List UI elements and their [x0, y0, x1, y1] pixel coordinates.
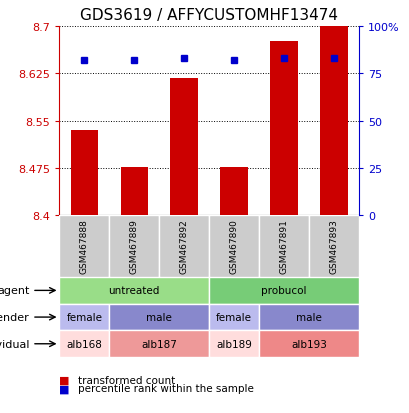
- Bar: [220, 167, 247, 216]
- Text: GSM467892: GSM467892: [179, 219, 188, 273]
- Text: transformed count: transformed count: [78, 375, 175, 385]
- FancyBboxPatch shape: [209, 216, 258, 278]
- FancyBboxPatch shape: [59, 304, 109, 331]
- Text: GSM467889: GSM467889: [130, 219, 138, 273]
- FancyBboxPatch shape: [109, 304, 209, 331]
- Text: individual: individual: [0, 339, 29, 349]
- Text: agent: agent: [0, 286, 29, 296]
- Text: percentile rank within the sample: percentile rank within the sample: [78, 383, 253, 393]
- FancyBboxPatch shape: [109, 331, 209, 357]
- Bar: [319, 27, 347, 216]
- Text: GSM467888: GSM467888: [80, 219, 89, 273]
- Text: male: male: [146, 312, 172, 322]
- Title: GDS3619 / AFFYCUSTOMHF13474: GDS3619 / AFFYCUSTOMHF13474: [80, 8, 337, 23]
- Text: GSM467890: GSM467890: [229, 219, 238, 273]
- Text: alb187: alb187: [141, 339, 177, 349]
- Text: alb189: alb189: [216, 339, 252, 349]
- Text: GSM467891: GSM467891: [279, 219, 288, 273]
- FancyBboxPatch shape: [109, 216, 159, 278]
- Text: probucol: probucol: [261, 286, 306, 296]
- Text: female: female: [66, 312, 102, 322]
- FancyBboxPatch shape: [59, 331, 109, 357]
- Text: ■: ■: [59, 375, 70, 385]
- Text: untreated: untreated: [108, 286, 160, 296]
- FancyBboxPatch shape: [258, 304, 358, 331]
- Text: GSM467893: GSM467893: [328, 219, 337, 273]
- Text: gender: gender: [0, 312, 29, 322]
- Text: female: female: [216, 312, 252, 322]
- Text: ■: ■: [59, 383, 70, 393]
- FancyBboxPatch shape: [258, 331, 358, 357]
- FancyBboxPatch shape: [59, 216, 109, 278]
- FancyBboxPatch shape: [209, 304, 258, 331]
- Text: male: male: [295, 312, 321, 322]
- Text: alb168: alb168: [66, 339, 102, 349]
- Bar: [120, 167, 148, 216]
- Bar: [170, 78, 198, 216]
- FancyBboxPatch shape: [258, 216, 308, 278]
- Bar: [270, 42, 297, 216]
- FancyBboxPatch shape: [59, 278, 209, 304]
- FancyBboxPatch shape: [209, 331, 258, 357]
- Text: alb193: alb193: [290, 339, 326, 349]
- FancyBboxPatch shape: [308, 216, 358, 278]
- FancyBboxPatch shape: [209, 278, 358, 304]
- Bar: [70, 131, 98, 216]
- FancyBboxPatch shape: [159, 216, 209, 278]
